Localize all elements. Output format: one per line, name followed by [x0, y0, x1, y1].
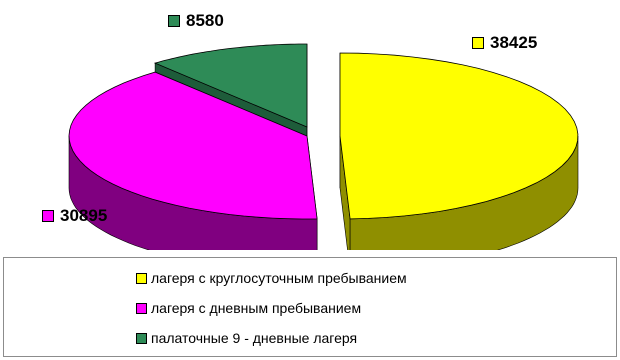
data-label-value-round-the-clock: 38425 — [490, 33, 538, 52]
data-label-value-tent-camps: 8580 — [186, 11, 224, 30]
pie-slice-tent-camps — [153, 43, 308, 128]
legend-label-day-stay: лагеря с дневным пребыванием — [151, 300, 362, 316]
data-label-round-the-clock: 38425 — [472, 33, 537, 53]
data-label-swatch-round-the-clock — [472, 37, 484, 49]
legend-item-round-the-clock: лагеря с круглосуточным пребыванием — [136, 270, 407, 286]
data-label-swatch-day-stay — [42, 210, 54, 222]
legend-swatch-day-stay — [136, 302, 147, 314]
legend-swatch-round-the-clock — [136, 272, 147, 284]
legend-label-round-the-clock: лагеря с круглосуточным пребыванием — [151, 270, 407, 286]
chart-legend: лагеря с круглосуточным пребыванием лаге… — [3, 257, 617, 357]
legend-item-day-stay: лагеря с дневным пребыванием — [136, 300, 361, 316]
legend-label-tent-camps: палаточные 9 - дневные лагеря — [151, 330, 358, 346]
pie-slice-round-the-clock — [339, 52, 579, 220]
legend-item-tent-camps: палаточные 9 - дневные лагеря — [136, 330, 357, 346]
pie-chart — [68, 43, 579, 250]
data-label-day-stay: 30895 — [42, 206, 107, 226]
data-label-tent-camps: 8580 — [168, 11, 224, 31]
data-label-swatch-tent-camps — [168, 15, 180, 27]
legend-swatch-tent-camps — [136, 332, 147, 344]
data-label-value-day-stay: 30895 — [60, 206, 108, 225]
pie-slice-day-stay — [68, 71, 318, 220]
